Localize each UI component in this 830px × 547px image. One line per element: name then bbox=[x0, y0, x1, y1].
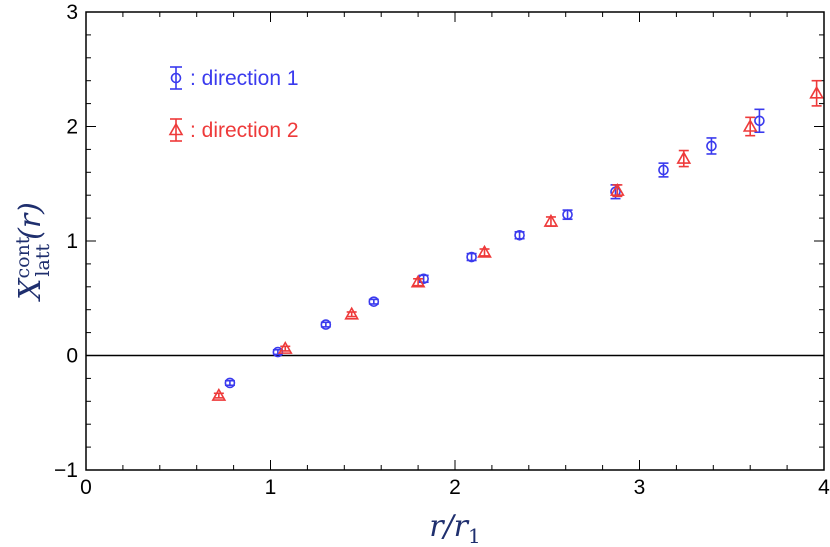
circle-marker bbox=[658, 164, 669, 176]
circle-marker bbox=[706, 140, 717, 152]
y-label-argument: (r) bbox=[13, 202, 48, 240]
data-point bbox=[658, 162, 669, 178]
x-axis-label: r/r1 bbox=[429, 509, 481, 547]
legend-entry-2: : direction 2 bbox=[168, 118, 299, 142]
data-point bbox=[418, 273, 429, 285]
data-point bbox=[344, 306, 360, 320]
circle-marker bbox=[562, 209, 573, 220]
data-point bbox=[609, 183, 625, 198]
data-point bbox=[809, 79, 824, 107]
data-point bbox=[543, 213, 559, 227]
legend: : direction 1 : direction 2 bbox=[168, 66, 299, 142]
data-point bbox=[277, 341, 293, 354]
data-point bbox=[368, 296, 380, 307]
x-label-main: r/r bbox=[429, 509, 469, 544]
triangle-marker bbox=[477, 244, 492, 258]
triangle-marker bbox=[211, 387, 227, 401]
data-point bbox=[706, 137, 717, 155]
triangle-marker bbox=[809, 85, 824, 99]
circle-marker bbox=[514, 229, 525, 241]
triangle-marker bbox=[543, 213, 559, 227]
x-label-subscript: 1 bbox=[468, 524, 481, 547]
x-tick-label: 2 bbox=[449, 476, 461, 499]
y-tick-label: −1 bbox=[54, 459, 78, 482]
x-tick-label: 3 bbox=[634, 476, 646, 499]
data-point bbox=[224, 377, 236, 389]
data-point bbox=[514, 229, 525, 241]
x-tick-label: 4 bbox=[818, 476, 830, 499]
y-tick-label: 0 bbox=[66, 345, 78, 368]
y-tick-label: 3 bbox=[66, 1, 78, 24]
data-point bbox=[676, 149, 692, 168]
triangle-marker bbox=[676, 150, 692, 164]
circle-marker bbox=[170, 72, 182, 84]
data-point bbox=[742, 116, 758, 137]
data-point bbox=[754, 108, 765, 134]
triangle-marker bbox=[344, 306, 360, 320]
triangle-marker bbox=[410, 274, 426, 288]
circle-marker bbox=[224, 377, 236, 389]
data-points bbox=[211, 79, 824, 401]
y-label-subscript: latt bbox=[32, 244, 54, 277]
legend-label: : direction 2 bbox=[190, 119, 299, 142]
x-tick-label: 1 bbox=[265, 476, 277, 499]
circle-marker bbox=[754, 115, 765, 127]
y-tick-label: 2 bbox=[66, 116, 78, 139]
data-point bbox=[211, 387, 227, 401]
series-2 bbox=[211, 79, 824, 401]
triangle-marker bbox=[277, 341, 293, 354]
data-point bbox=[466, 251, 477, 263]
data-point bbox=[477, 244, 492, 258]
legend-label: : direction 1 bbox=[190, 67, 299, 90]
circle-marker bbox=[368, 296, 380, 307]
y-label-superscript: cont bbox=[12, 236, 34, 278]
legend-entry-1: : direction 1 bbox=[170, 66, 299, 90]
y-axis-label: Xcontlatt (r) bbox=[12, 202, 54, 302]
circle-marker bbox=[272, 346, 284, 358]
circle-marker bbox=[466, 251, 477, 263]
plot-frame bbox=[85, 11, 825, 471]
x-tick-label: 0 bbox=[80, 476, 92, 499]
data-point bbox=[410, 274, 426, 288]
triangle-marker bbox=[168, 122, 184, 136]
y-label-base: X bbox=[13, 277, 48, 302]
data-point bbox=[562, 209, 573, 221]
triangle-marker bbox=[609, 183, 625, 196]
triangle-marker bbox=[742, 118, 758, 132]
y-tick-label: 1 bbox=[66, 230, 78, 253]
circle-marker bbox=[320, 319, 332, 330]
data-point bbox=[320, 319, 332, 330]
